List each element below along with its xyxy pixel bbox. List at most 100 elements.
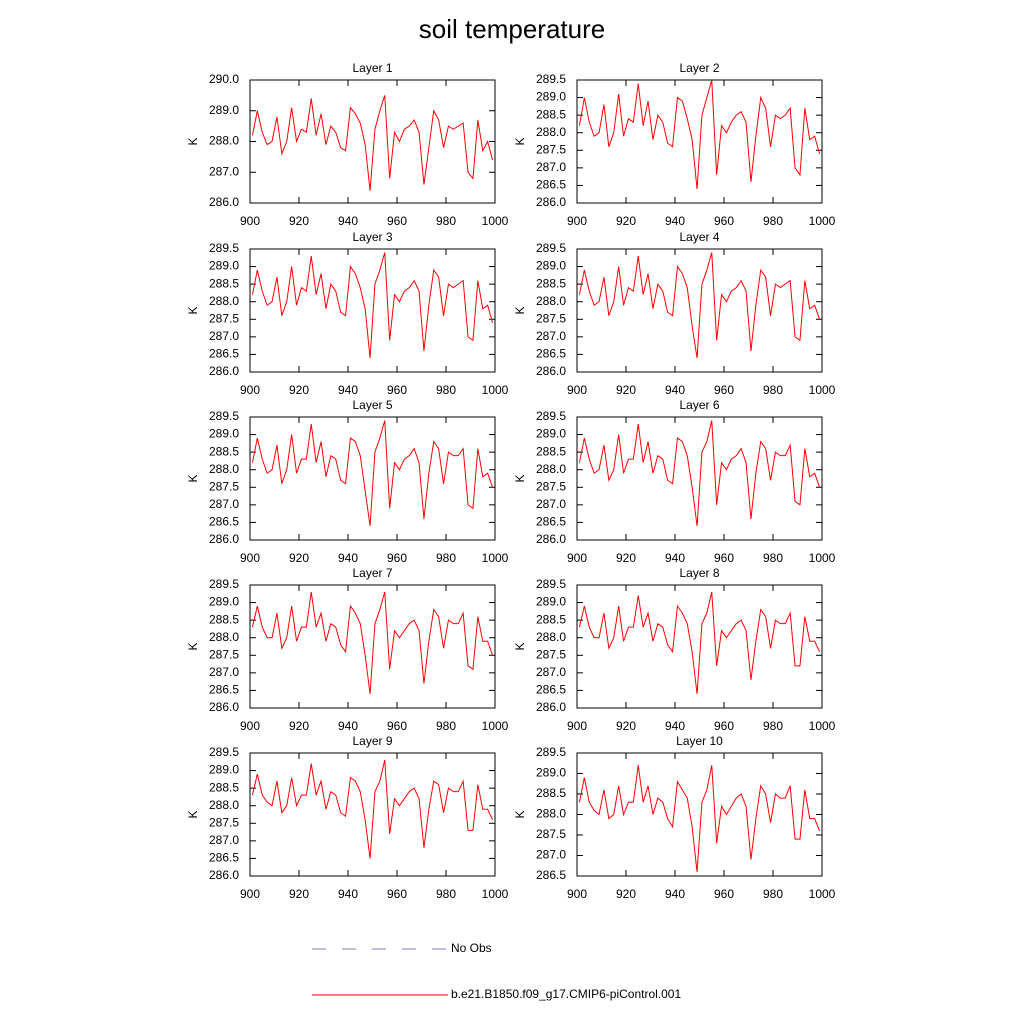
y-tick-label: 289.5 bbox=[209, 409, 239, 423]
x-tick-label: 960 bbox=[387, 383, 407, 397]
y-tick-label: 287.0 bbox=[209, 164, 239, 178]
x-tick-label: 960 bbox=[387, 214, 407, 228]
x-tick-label: 1000 bbox=[482, 551, 509, 565]
y-axis-label: K bbox=[186, 137, 200, 145]
panel-title: Layer 9 bbox=[352, 734, 392, 748]
y-tick-label: 288.0 bbox=[536, 630, 566, 644]
y-tick-label: 288.5 bbox=[209, 444, 239, 458]
y-axis-label: K bbox=[513, 137, 527, 145]
y-tick-label: 287.0 bbox=[536, 497, 566, 511]
y-tick-label: 288.0 bbox=[209, 630, 239, 644]
y-tick-label: 287.5 bbox=[536, 311, 566, 325]
y-tick-label: 287.0 bbox=[209, 497, 239, 511]
x-tick-label: 900 bbox=[240, 719, 260, 733]
y-tick-label: 286.0 bbox=[209, 700, 239, 714]
y-tick-label: 289.5 bbox=[536, 72, 566, 86]
plot-frame bbox=[249, 584, 496, 709]
x-tick-label: 1000 bbox=[482, 719, 509, 733]
x-tick-label: 980 bbox=[763, 214, 783, 228]
panel-title: Layer 10 bbox=[676, 734, 723, 748]
y-tick-label: 287.5 bbox=[536, 827, 566, 841]
y-tick-label: 289.0 bbox=[209, 427, 239, 441]
panel-title: Layer 8 bbox=[679, 566, 719, 580]
y-tick-label: 287.0 bbox=[536, 665, 566, 679]
y-tick-label: 287.5 bbox=[209, 647, 239, 661]
y-tick-label: 288.5 bbox=[536, 107, 566, 121]
y-axis-label: K bbox=[513, 810, 527, 818]
y-tick-label: 288.5 bbox=[536, 786, 566, 800]
y-tick-label: 287.0 bbox=[209, 329, 239, 343]
y-tick-label: 288.0 bbox=[536, 125, 566, 139]
y-tick-label: 286.0 bbox=[536, 532, 566, 546]
panel-title: Layer 3 bbox=[352, 230, 392, 244]
y-axis-label: K bbox=[186, 474, 200, 482]
y-tick-label: 289.5 bbox=[536, 745, 566, 759]
x-tick-label: 940 bbox=[338, 551, 358, 565]
y-tick-label: 289.0 bbox=[536, 427, 566, 441]
x-tick-label: 940 bbox=[665, 887, 685, 901]
x-tick-label: 1000 bbox=[809, 551, 836, 565]
plot-frame bbox=[576, 79, 823, 204]
plot-frame bbox=[249, 752, 496, 877]
x-tick-label: 1000 bbox=[809, 383, 836, 397]
legend-label: b.e21.B1850.f09_g17.CMIP6-piControl.001 bbox=[451, 987, 681, 1001]
x-tick-label: 920 bbox=[616, 383, 636, 397]
x-tick-label: 900 bbox=[240, 887, 260, 901]
x-tick-label: 960 bbox=[714, 551, 734, 565]
y-tick-label: 289.0 bbox=[209, 763, 239, 777]
y-tick-label: 288.5 bbox=[536, 444, 566, 458]
y-tick-label: 287.5 bbox=[536, 647, 566, 661]
x-tick-label: 1000 bbox=[482, 887, 509, 901]
y-tick-label: 286.5 bbox=[209, 851, 239, 865]
data-line bbox=[578, 79, 821, 189]
x-tick-label: 940 bbox=[665, 719, 685, 733]
x-tick-label: 980 bbox=[763, 887, 783, 901]
y-tick-label: 289.0 bbox=[209, 595, 239, 609]
y-tick-label: 288.5 bbox=[209, 780, 239, 794]
panel-title: Layer 6 bbox=[679, 398, 719, 412]
y-tick-label: 287.5 bbox=[536, 479, 566, 493]
x-tick-label: 980 bbox=[436, 383, 456, 397]
y-tick-label: 287.0 bbox=[536, 160, 566, 174]
y-tick-label: 286.0 bbox=[209, 532, 239, 546]
x-tick-label: 900 bbox=[567, 719, 587, 733]
y-tick-label: 286.0 bbox=[209, 195, 239, 209]
y-tick-label: 288.5 bbox=[536, 612, 566, 626]
x-tick-label: 980 bbox=[763, 719, 783, 733]
y-tick-label: 287.0 bbox=[536, 848, 566, 862]
y-tick-label: 289.0 bbox=[536, 595, 566, 609]
x-tick-label: 980 bbox=[763, 551, 783, 565]
y-tick-label: 286.5 bbox=[536, 683, 566, 697]
x-tick-label: 1000 bbox=[482, 214, 509, 228]
y-tick-label: 287.0 bbox=[209, 665, 239, 679]
y-tick-label: 286.5 bbox=[536, 515, 566, 529]
plot-frame bbox=[576, 416, 823, 541]
x-tick-label: 920 bbox=[289, 719, 309, 733]
y-tick-label: 286.5 bbox=[536, 178, 566, 192]
x-tick-label: 960 bbox=[714, 887, 734, 901]
y-tick-label: 289.0 bbox=[209, 103, 239, 117]
data-line bbox=[578, 252, 821, 359]
data-line bbox=[578, 765, 821, 872]
x-tick-label: 1000 bbox=[809, 214, 836, 228]
data-line bbox=[251, 759, 494, 859]
x-tick-label: 920 bbox=[289, 383, 309, 397]
x-tick-label: 960 bbox=[714, 383, 734, 397]
y-axis-label: K bbox=[186, 642, 200, 650]
data-line bbox=[251, 95, 494, 191]
x-tick-label: 940 bbox=[665, 551, 685, 565]
panel-title: Layer 5 bbox=[352, 398, 392, 412]
x-tick-label: 900 bbox=[240, 383, 260, 397]
x-tick-label: 900 bbox=[567, 551, 587, 565]
y-tick-label: 288.5 bbox=[209, 612, 239, 626]
data-line bbox=[251, 591, 494, 695]
y-axis-label: K bbox=[186, 810, 200, 818]
y-tick-label: 287.5 bbox=[209, 479, 239, 493]
x-tick-label: 940 bbox=[338, 887, 358, 901]
y-tick-label: 288.0 bbox=[209, 462, 239, 476]
y-tick-label: 286.5 bbox=[209, 515, 239, 529]
y-tick-label: 288.0 bbox=[536, 807, 566, 821]
y-tick-label: 288.0 bbox=[209, 294, 239, 308]
y-tick-label: 287.0 bbox=[209, 833, 239, 847]
